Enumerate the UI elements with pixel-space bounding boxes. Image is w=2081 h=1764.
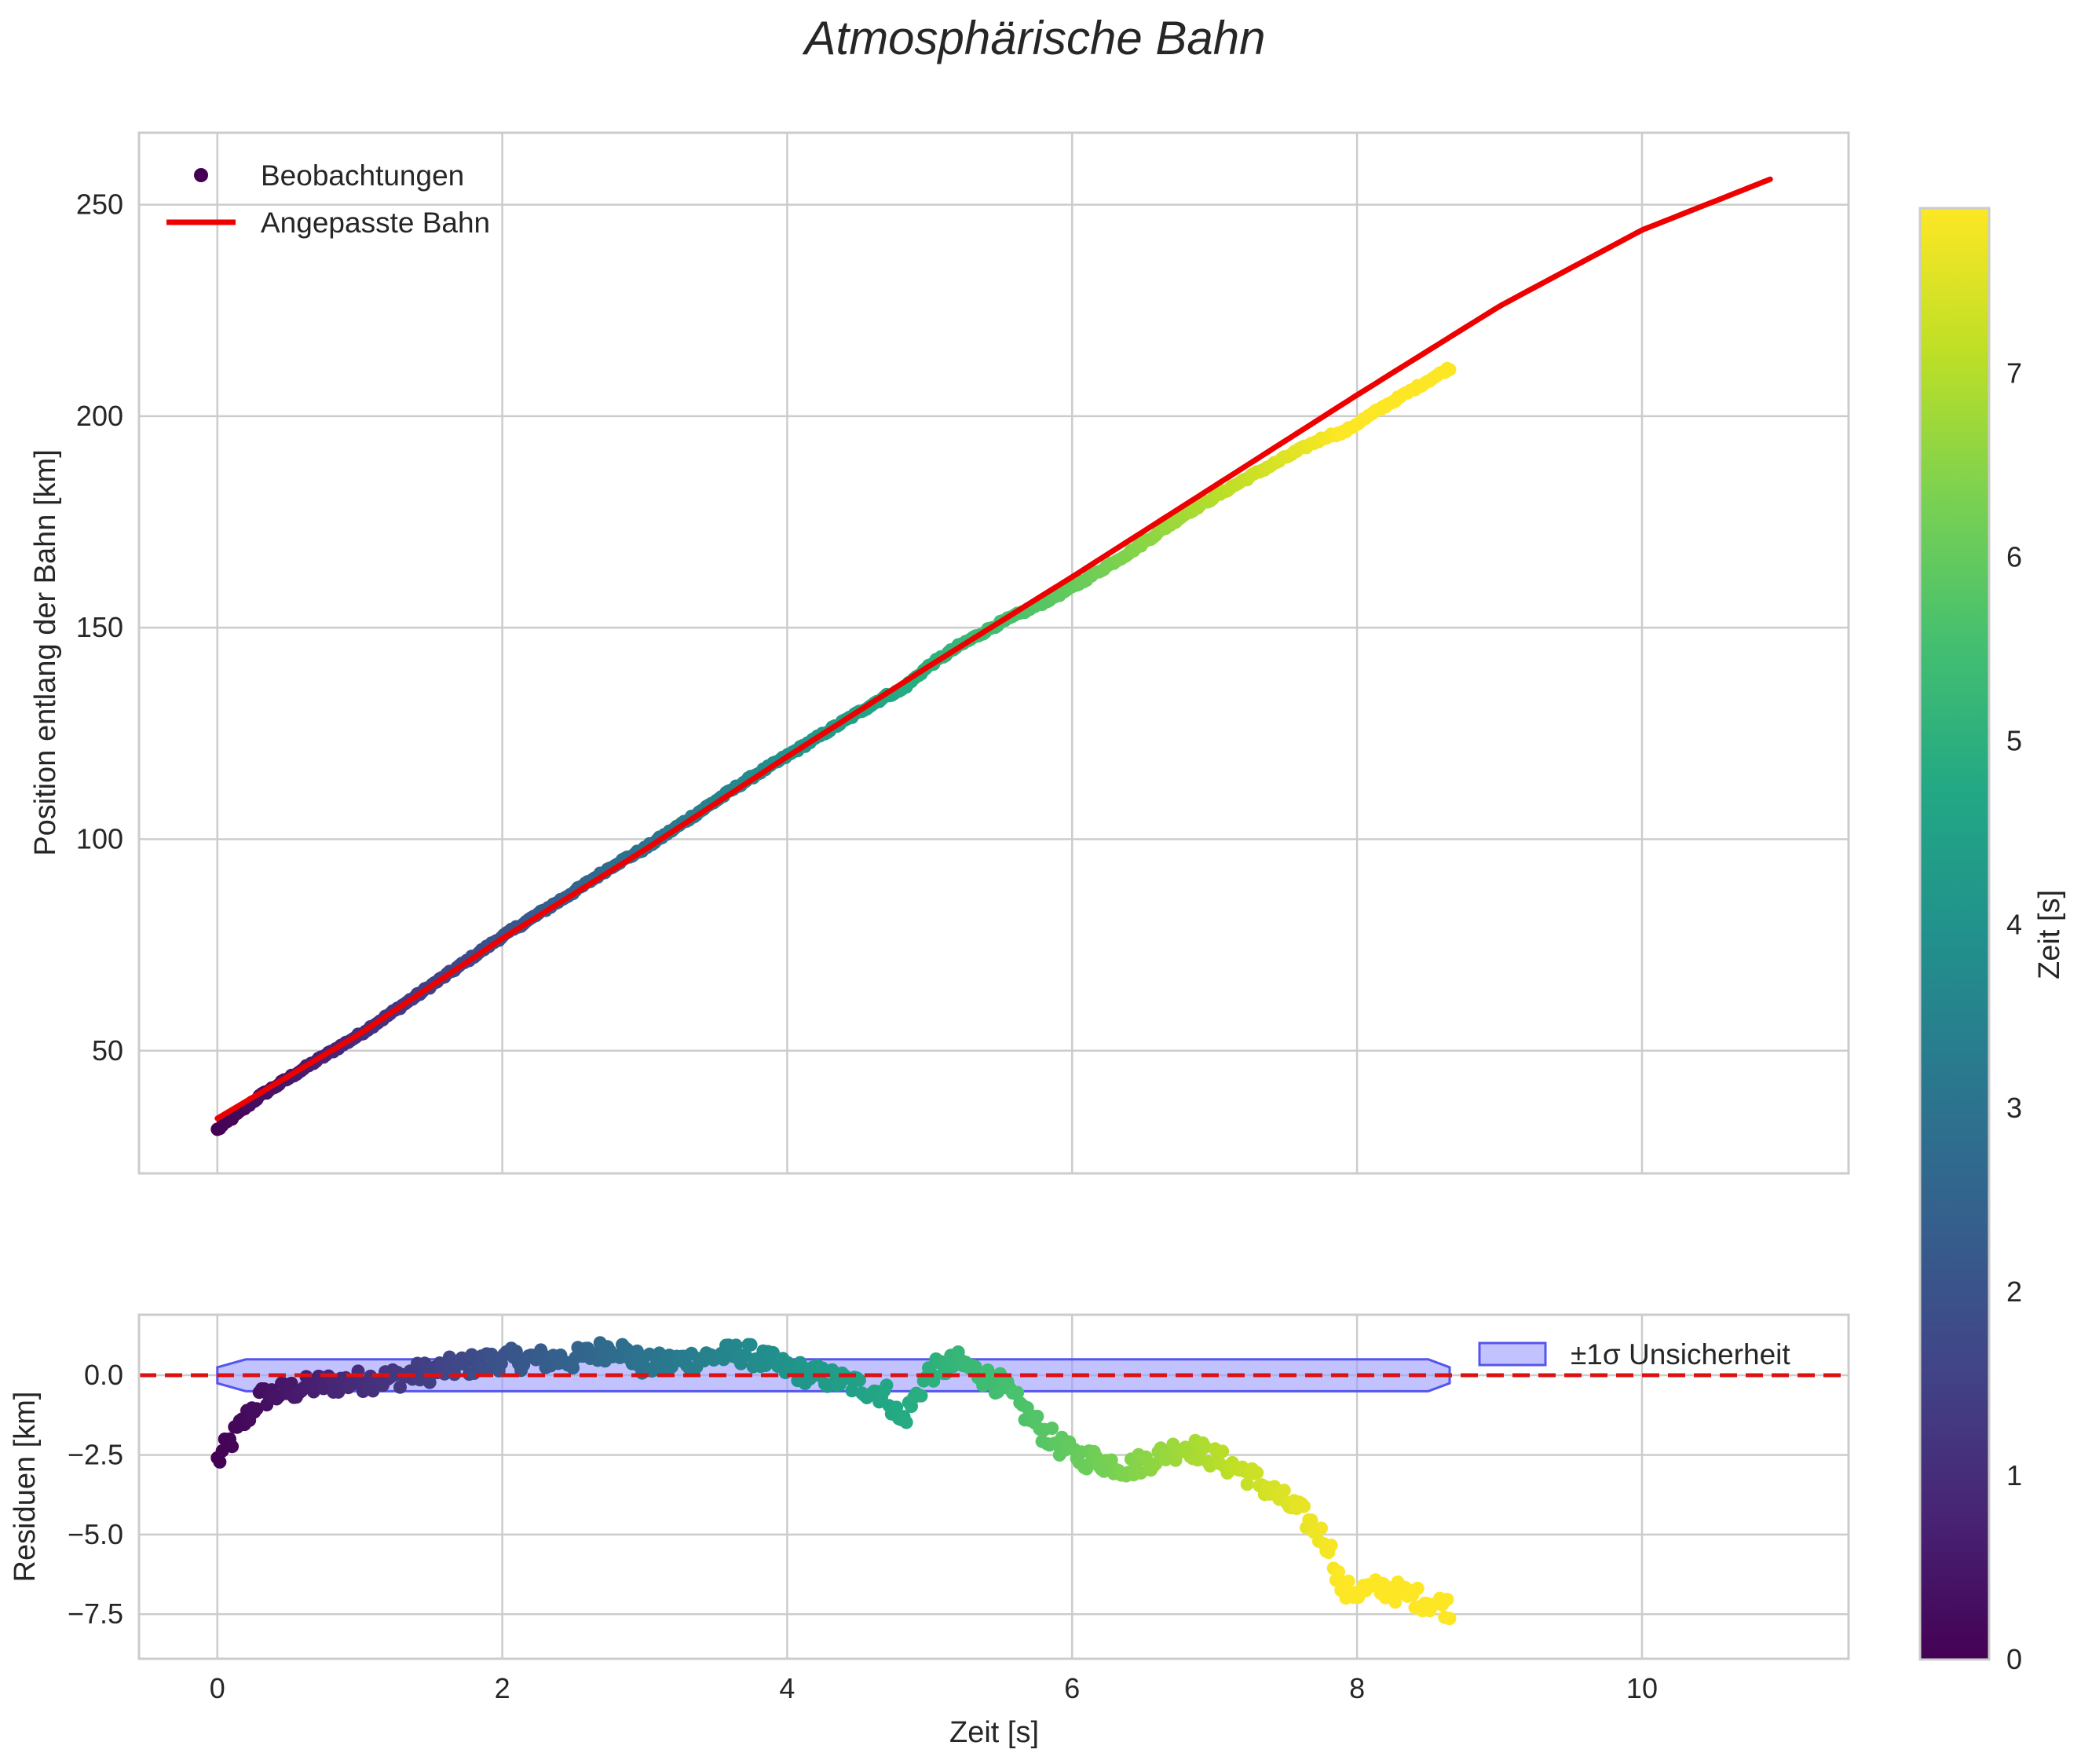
- residual-y-tick-label: 0.0: [84, 1359, 123, 1391]
- colorbar-tick-label: 1: [2006, 1459, 2022, 1491]
- residual-point: [284, 1376, 298, 1390]
- residual-point: [225, 1440, 240, 1454]
- x-tick-label: 6: [1064, 1672, 1080, 1704]
- residual-y-tick-label: −7.5: [68, 1597, 123, 1630]
- x-tick-labels: 0 2 4 6 8 10: [210, 1672, 1658, 1704]
- residual-point: [1341, 1574, 1355, 1588]
- legend-label-uncertainty-band: ±1σ Unsicherheit: [1571, 1338, 1790, 1371]
- colorbar-tick-label: 3: [2006, 1092, 2022, 1124]
- residual-point: [1030, 1409, 1044, 1423]
- residual-point: [1277, 1484, 1291, 1498]
- colorbar-tick-label: 0: [2006, 1643, 2022, 1675]
- main-y-tick-label: 150: [76, 611, 123, 643]
- chart-title: Atmosphärische Bahn: [803, 12, 1266, 64]
- residual-point: [1250, 1466, 1264, 1480]
- residual-points: [210, 1336, 1457, 1626]
- residual-point: [393, 1380, 407, 1394]
- colorbar-tick-label: 5: [2006, 724, 2022, 756]
- main-y-tick-labels: 50 100 150 200 250: [76, 188, 123, 1067]
- colorbar-tick-labels: 0 1 2 3 4 5 6 7: [2006, 357, 2022, 1675]
- colorbar: 0 1 2 3 4 5 6 7 Zeit [s]: [1918, 207, 2066, 1675]
- colorbar-tick-label: 6: [2006, 540, 2022, 573]
- residual-y-axis-label: Residuen [km]: [9, 1392, 42, 1583]
- colorbar-tick-label: 7: [2006, 357, 2022, 390]
- residual-point: [1440, 1593, 1454, 1606]
- colorbar-label: Zeit [s]: [2033, 890, 2066, 979]
- x-tick-label: 0: [210, 1672, 225, 1704]
- colorbar-tick-label: 4: [2006, 908, 2022, 940]
- x-tick-label: 4: [779, 1672, 795, 1704]
- x-axis-label: Zeit [s]: [949, 1716, 1039, 1749]
- residual-point: [1045, 1422, 1059, 1435]
- residual-point: [1332, 1565, 1345, 1579]
- main-legend: Beobachtungen Angepasste Bahn: [166, 159, 490, 239]
- observation-points: [210, 361, 1457, 1136]
- observation-point: [1443, 363, 1457, 377]
- main-y-tick-label: 100: [76, 822, 123, 855]
- legend-marker-uncertainty-band: [1478, 1341, 1547, 1367]
- residual-point: [509, 1345, 523, 1359]
- main-y-tick-label: 200: [76, 400, 123, 432]
- main-y-axis-label: Position entlang der Bahn [km]: [29, 449, 62, 856]
- legend-label-observations: Beobachtungen: [261, 159, 464, 192]
- residual-point: [890, 1400, 904, 1414]
- residual-point: [968, 1360, 982, 1374]
- residual-point: [1216, 1444, 1230, 1458]
- residual-plot-frame: [137, 1313, 1850, 1660]
- residual-point: [815, 1361, 829, 1375]
- residual-point: [729, 1338, 743, 1352]
- residual-point: [422, 1375, 437, 1389]
- residual-plot-area: 0.0 −2.5 −5.0 −7.5 0 2 4 6 8 10 Residuen [km] Ze…: [9, 1313, 1850, 1749]
- residual-point: [899, 1415, 913, 1429]
- residual-point: [1198, 1440, 1212, 1454]
- residual-point: [1304, 1513, 1318, 1527]
- legend-label-fit-line: Angepasste Bahn: [261, 207, 490, 239]
- main-y-tick-label: 250: [76, 188, 123, 221]
- residual-point: [852, 1373, 866, 1387]
- residual-point: [1410, 1581, 1425, 1595]
- residual-y-tick-labels: 0.0 −2.5 −5.0 −7.5: [68, 1359, 123, 1630]
- residual-legend: ±1σ Unsicherheit: [1478, 1338, 1790, 1371]
- residual-point: [465, 1348, 479, 1362]
- residual-point: [1315, 1521, 1328, 1535]
- residual-point: [880, 1378, 894, 1393]
- residual-point: [914, 1389, 928, 1403]
- legend-marker-observations: [194, 168, 208, 182]
- x-tick-label: 2: [495, 1672, 510, 1704]
- residual-point: [1240, 1477, 1254, 1491]
- main-plot-frame: [137, 131, 1850, 1175]
- residual-point: [566, 1361, 580, 1375]
- x-tick-label: 10: [1626, 1672, 1658, 1704]
- residual-point: [1324, 1539, 1338, 1553]
- colorbar-gradient: [1918, 207, 1991, 1661]
- x-tick-label: 8: [1349, 1672, 1365, 1704]
- residual-point: [213, 1455, 227, 1469]
- residual-point: [1297, 1499, 1311, 1513]
- residual-y-tick-label: −5.0: [68, 1518, 123, 1550]
- residual-point: [927, 1374, 941, 1388]
- colorbar-tick-label: 2: [2006, 1275, 2022, 1308]
- main-plot-area: 50 100 150 200 250 Position entlang der Bahn…: [29, 131, 1850, 1175]
- fitted-trajectory-line: [214, 176, 1773, 1122]
- residual-point: [1443, 1612, 1457, 1626]
- residual-y-tick-label: −2.5: [68, 1438, 123, 1470]
- residual-point: [1011, 1385, 1025, 1400]
- main-y-tick-label: 50: [92, 1034, 123, 1067]
- residual-point: [744, 1338, 758, 1352]
